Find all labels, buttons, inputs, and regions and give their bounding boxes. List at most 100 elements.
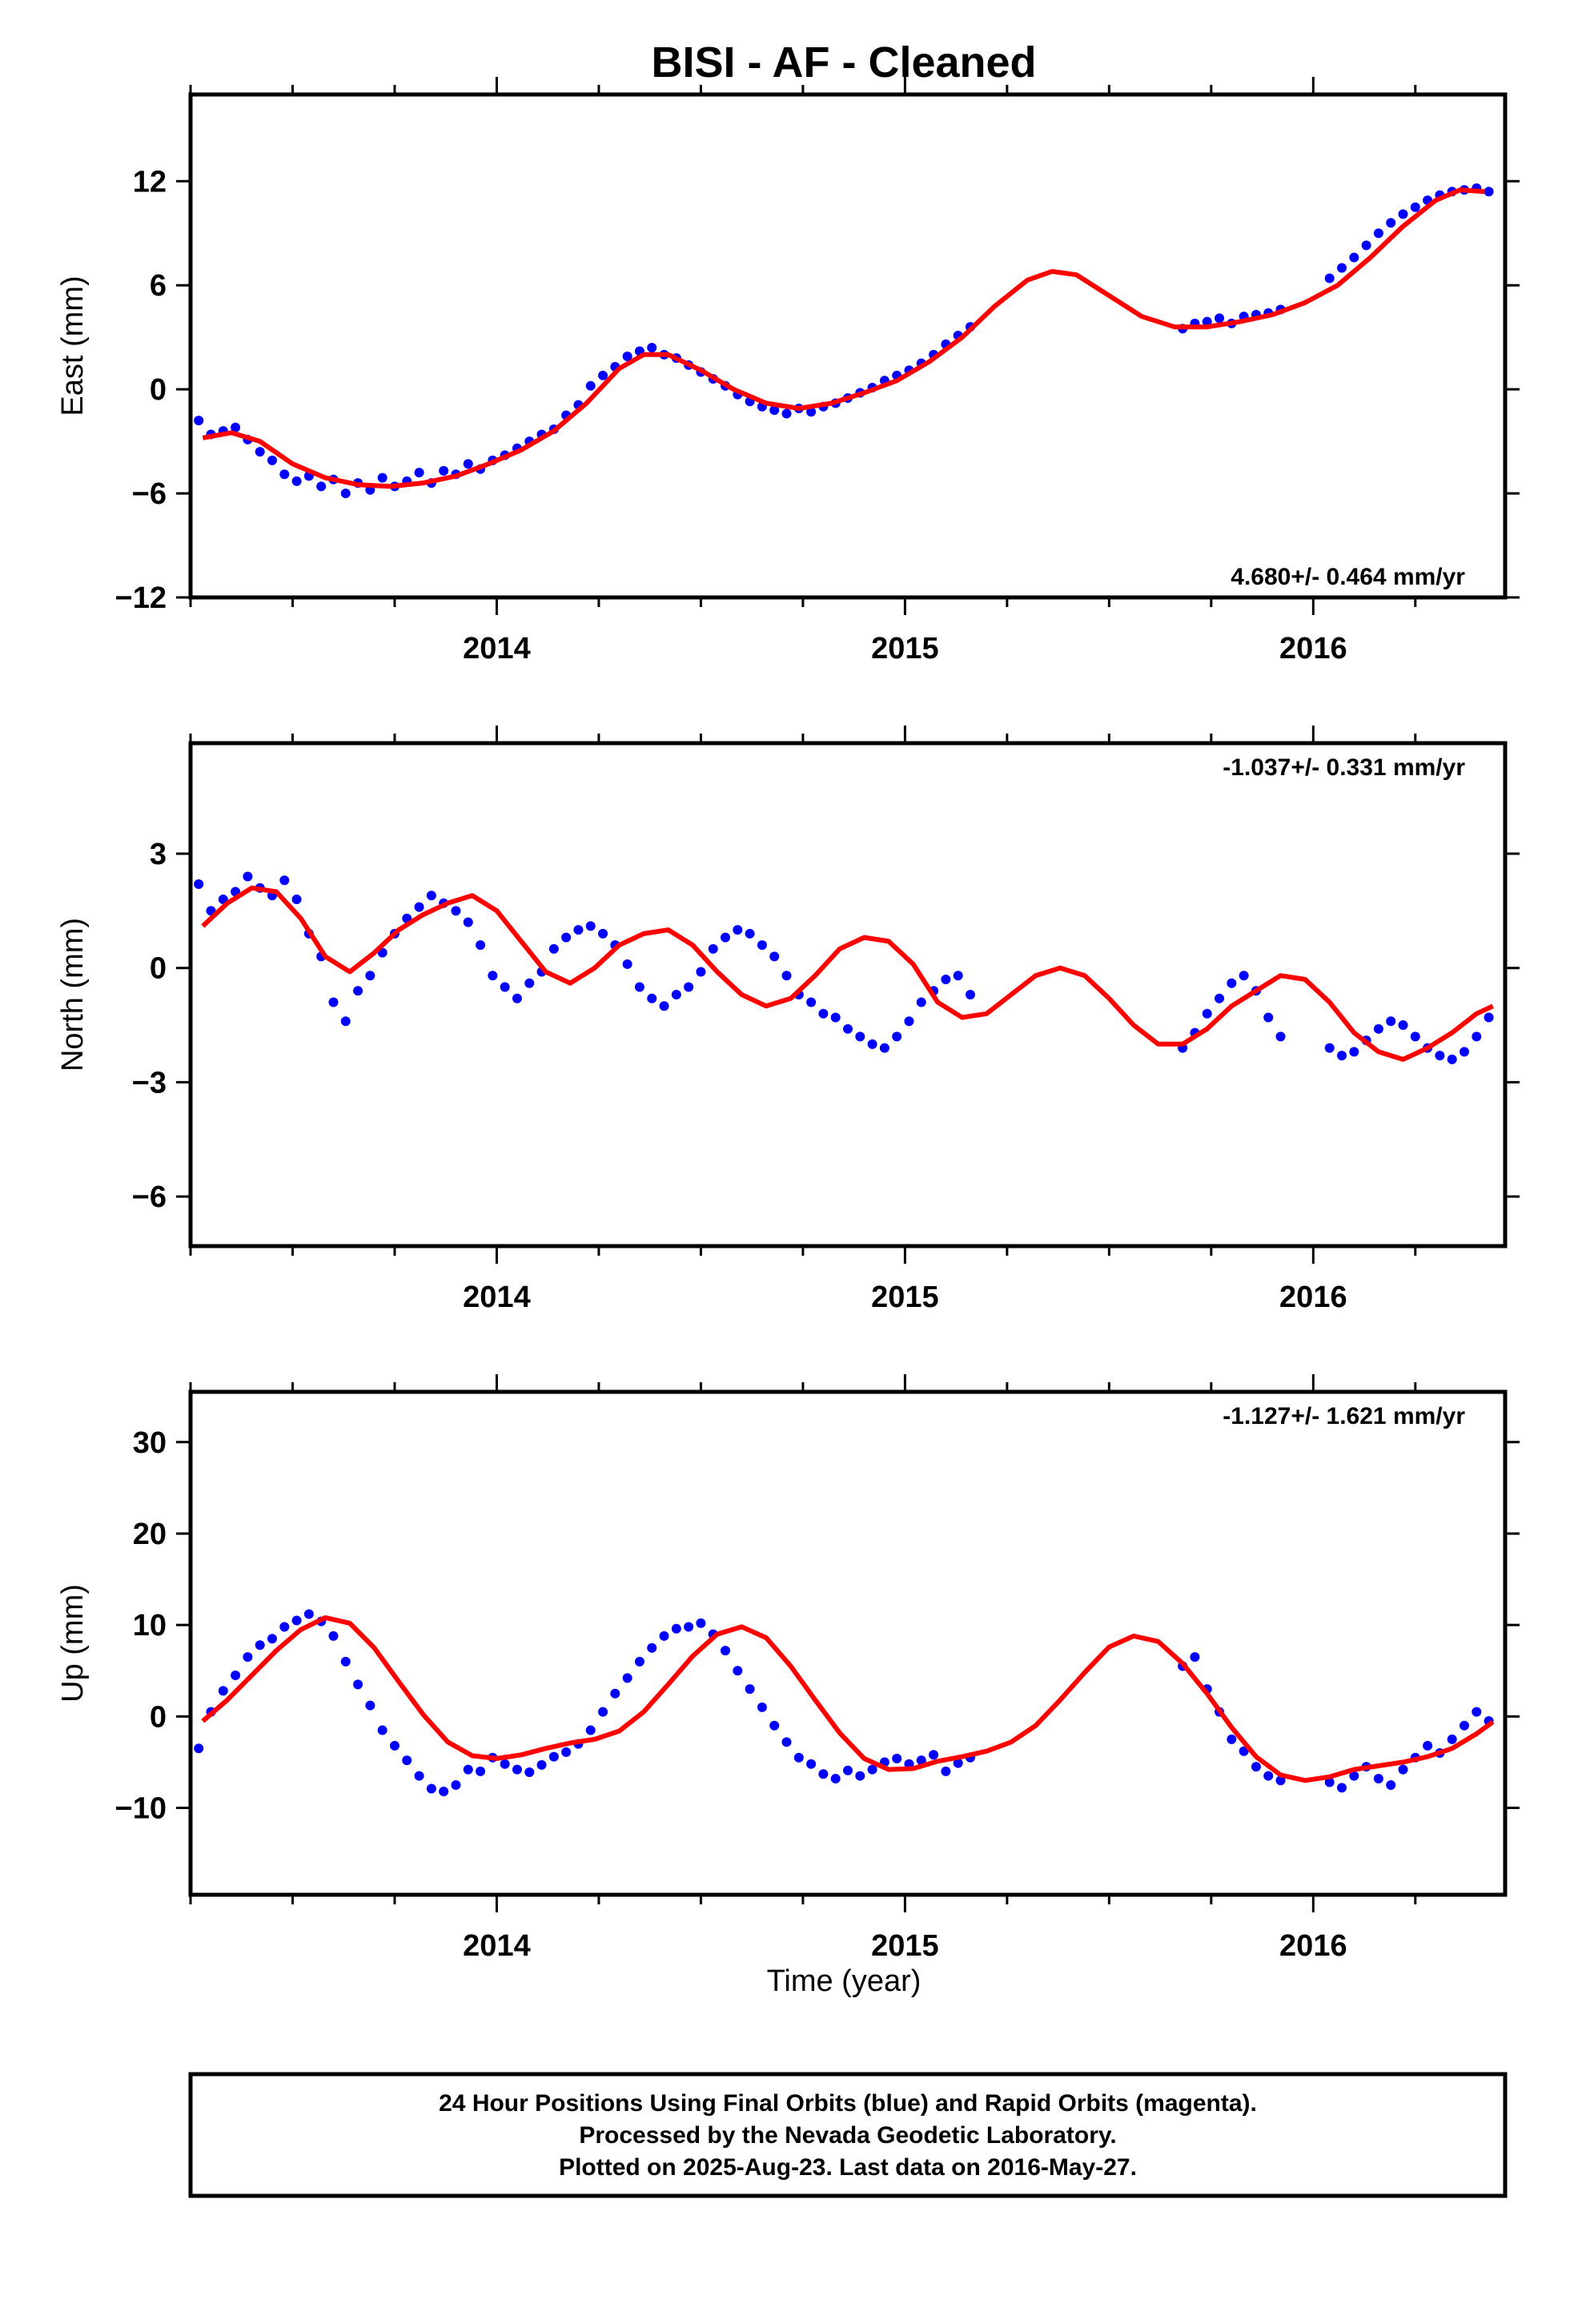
up-model-line <box>201 1615 1495 1783</box>
north-frame <box>188 741 1508 1248</box>
east-data-point <box>255 447 265 457</box>
north-data-point <box>414 902 424 912</box>
north-data-point <box>1484 1012 1494 1023</box>
east-data-point <box>781 408 792 419</box>
footer-line-3: Plotted on 2025-Aug-23. Last data on 201… <box>559 2154 1137 2181</box>
north-data-point <box>904 1016 914 1027</box>
north-rate-label: -1.037+/- 0.331 mm/yr <box>1223 754 1465 781</box>
up-data-point <box>647 1642 657 1653</box>
north-data-point <box>622 959 632 969</box>
north-data-point <box>634 982 644 992</box>
north-data-point <box>1472 1031 1482 1042</box>
north-xtick-label: 2015 <box>871 1281 939 1314</box>
up-data-point <box>1251 1762 1261 1772</box>
north-data-point <box>451 906 461 916</box>
north-data-point <box>745 928 755 939</box>
up-data-point <box>659 1630 669 1641</box>
north-data-point <box>684 982 694 992</box>
footer-line-2: Processed by the Nevada Geodetic Laborat… <box>579 2122 1116 2149</box>
up-data-point <box>439 1786 449 1796</box>
east-plot-area <box>194 183 1494 499</box>
north-data-point <box>1349 1047 1359 1057</box>
east-data-point <box>316 481 327 492</box>
east-ytick-label: 0 <box>150 373 167 407</box>
up-data-point <box>218 1686 228 1696</box>
up-data-point <box>830 1773 841 1783</box>
north-data-point <box>1215 993 1225 1003</box>
east-data-point <box>1484 187 1494 197</box>
east-data-point <box>279 469 290 480</box>
up-data-point <box>451 1779 461 1790</box>
north-data-point <box>892 1031 902 1042</box>
up-data-point <box>1227 1734 1237 1744</box>
north-data-point <box>671 990 681 999</box>
up-xtick-label: 2015 <box>871 1929 939 1963</box>
up-data-point <box>610 1688 620 1699</box>
up-data-point <box>1324 1777 1335 1787</box>
east-data-point <box>1410 202 1420 212</box>
east-data-point <box>439 465 449 476</box>
up-data-point <box>1398 1764 1408 1775</box>
up-data-point <box>721 1646 731 1656</box>
north-data-point <box>1324 1043 1335 1053</box>
up-data-point <box>696 1618 706 1628</box>
east-data-point <box>1337 263 1347 273</box>
north-panel: 2014 2015 2016 −6 −3 0 3 North (mm) -1.037+/- 0.… <box>56 726 1520 1314</box>
north-data-point <box>1398 1020 1408 1031</box>
up-data-point <box>818 1769 829 1779</box>
north-data-point <box>524 978 535 988</box>
up-data-point <box>671 1623 681 1634</box>
east-y-axis-label: East (mm) <box>56 275 90 416</box>
north-data-point <box>1263 1012 1274 1023</box>
north-data-point <box>806 997 817 1007</box>
east-data-point <box>1361 240 1371 251</box>
east-frame <box>188 92 1508 600</box>
up-data-point <box>867 1764 877 1775</box>
up-data-point <box>426 1783 436 1794</box>
east-model-line <box>202 187 1485 489</box>
east-data-point <box>463 459 473 469</box>
east-data-point <box>1215 313 1225 324</box>
up-data-point <box>1423 1740 1433 1751</box>
up-data-point <box>892 1753 902 1763</box>
up-data-point <box>781 1737 792 1747</box>
up-data-point <box>328 1630 339 1641</box>
north-data-point <box>488 971 498 981</box>
east-data-point <box>414 468 424 478</box>
up-data-point <box>340 1656 351 1667</box>
east-data-point <box>647 343 657 353</box>
north-data-point <box>733 925 743 935</box>
up-data-point <box>806 1759 817 1769</box>
north-data-point <box>721 932 731 943</box>
up-y-axis-label: Up (mm) <box>56 1584 90 1703</box>
north-data-point <box>512 993 522 1003</box>
up-data-point <box>365 1700 375 1711</box>
up-data-point <box>255 1640 265 1651</box>
north-data-point <box>365 971 375 981</box>
north-data-point <box>965 990 975 999</box>
east-rate-label: 4.680+/- 0.464 mm/yr <box>1231 564 1465 590</box>
up-data-point <box>793 1752 804 1763</box>
up-data-point <box>1263 1771 1274 1781</box>
north-data-point <box>573 925 584 935</box>
north-data-point <box>769 951 780 962</box>
up-data-point <box>291 1615 302 1626</box>
east-data-point <box>1349 252 1359 263</box>
east-data-point <box>194 416 204 426</box>
north-data-point <box>843 1023 853 1034</box>
north-xtick-label: 2014 <box>463 1281 531 1314</box>
up-data-point <box>598 1707 608 1717</box>
up-data-point <box>757 1702 767 1712</box>
x-axis-label: Time (year) <box>767 1964 921 1998</box>
north-data-point <box>243 871 253 882</box>
north-data-point <box>1410 1031 1420 1042</box>
up-data-point <box>303 1609 314 1619</box>
up-data-point <box>1337 1783 1347 1793</box>
east-ytick-label: −6 <box>132 477 167 511</box>
north-data-point <box>1435 1051 1445 1061</box>
up-data-point <box>1239 1746 1249 1756</box>
east-ytick-label: 6 <box>150 269 167 303</box>
north-data-point <box>696 967 706 977</box>
north-data-point <box>500 982 510 992</box>
